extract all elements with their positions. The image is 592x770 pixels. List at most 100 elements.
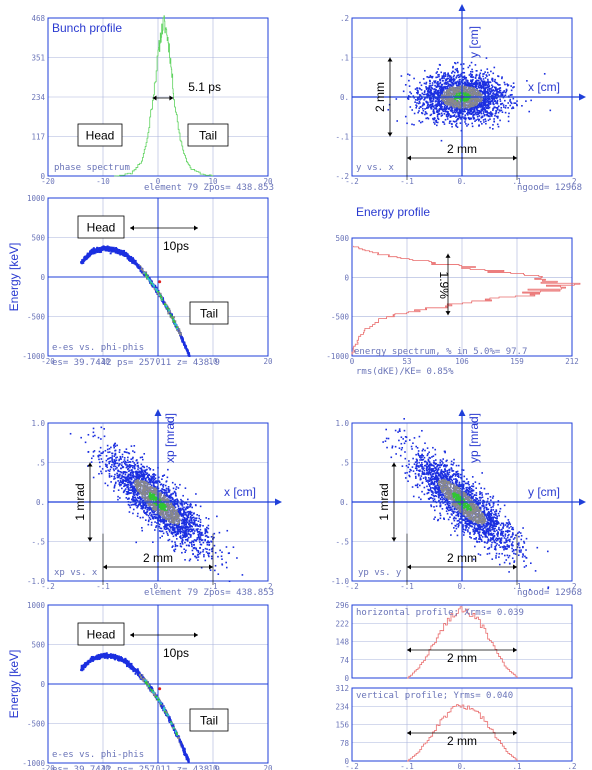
particle-point	[464, 118, 467, 121]
particle-point	[455, 124, 457, 126]
particle-core-point	[471, 105, 474, 108]
particle-point	[485, 83, 488, 85]
particle-point	[163, 474, 166, 476]
particle-point	[493, 100, 496, 102]
particle-core-point	[473, 97, 475, 99]
y-tick-label: 500	[31, 234, 45, 243]
particle-point	[435, 121, 437, 123]
particle-point	[419, 81, 421, 84]
particle-point	[477, 118, 479, 121]
particle-core-point	[445, 101, 448, 104]
particle-point	[486, 97, 489, 100]
particle-point	[441, 91, 444, 93]
particle-core-point	[458, 107, 461, 109]
particle-point	[162, 301, 165, 304]
particle-point	[130, 471, 133, 473]
particle-point	[112, 246, 115, 249]
particle-point	[491, 98, 494, 101]
particle-point	[422, 109, 425, 112]
particle-core-point	[452, 100, 454, 102]
particle-dense-point	[174, 323, 177, 325]
particle-point	[160, 530, 162, 533]
particle-core-point	[477, 93, 479, 96]
particle-point	[140, 268, 143, 271]
particle-point	[485, 81, 488, 84]
particle-point	[132, 259, 135, 262]
particle-dense-point	[466, 99, 468, 102]
particle-core-point	[464, 104, 467, 106]
particle-core-point	[453, 90, 455, 92]
particle-point	[504, 111, 507, 114]
particle-point	[186, 351, 189, 354]
particle-core-point	[468, 104, 471, 106]
particle-point	[80, 261, 83, 264]
particle-core-point	[475, 95, 477, 98]
particle-core-point	[480, 94, 483, 96]
particle-point	[439, 91, 442, 93]
particle-point	[446, 113, 449, 116]
particle-point	[453, 111, 456, 113]
particle-point	[173, 316, 176, 319]
particle-core-point	[468, 92, 470, 94]
particle-point	[129, 258, 132, 261]
particle-point	[149, 468, 151, 471]
x-tick-label: -.1	[400, 177, 414, 186]
particle-point	[100, 250, 103, 253]
particle-dense-point	[459, 92, 462, 94]
particle-point	[440, 86, 443, 88]
particle-point	[431, 97, 433, 100]
particle-point	[495, 109, 497, 112]
particle-point	[483, 89, 486, 92]
particle-point	[455, 125, 458, 127]
particle-core-point	[477, 97, 479, 99]
particle-point	[179, 508, 182, 511]
y-tick-label: 117	[31, 133, 45, 142]
particle-point	[436, 83, 439, 85]
particle-dense-point	[175, 324, 177, 326]
particle-point	[104, 249, 107, 252]
particle-point	[458, 80, 461, 83]
particle-point	[482, 84, 485, 86]
particle-point	[484, 110, 487, 113]
particle-core-point	[444, 101, 446, 103]
particle-core-point	[454, 90, 457, 93]
particle-point	[124, 479, 127, 482]
particle-core-point	[443, 93, 446, 95]
x-tick-label: .2	[567, 177, 576, 186]
particle-point	[117, 249, 120, 252]
particle-point	[465, 108, 468, 110]
particle-point	[493, 118, 495, 120]
x-tick-label: -10	[96, 357, 110, 366]
particle-point	[465, 84, 468, 87]
arrow-head	[169, 95, 174, 101]
particle-point	[452, 83, 454, 85]
particle-point	[424, 90, 426, 92]
particle-core-point	[465, 87, 467, 90]
particle-point	[116, 472, 118, 475]
particle-point	[444, 81, 447, 83]
particle-point	[463, 110, 465, 113]
particle-point	[409, 106, 412, 108]
particle-core-point	[463, 88, 465, 90]
particle-point	[525, 100, 527, 102]
particle-core-point	[474, 89, 476, 91]
y-axis-label: y [cm]	[467, 26, 481, 58]
particle-point	[447, 74, 450, 76]
particle-point	[156, 513, 158, 516]
particle-point	[180, 336, 183, 339]
particle-point	[422, 104, 424, 106]
particle-core-point	[446, 104, 448, 106]
particle-core-point	[448, 93, 450, 96]
particle-point	[476, 111, 479, 114]
particle-point	[429, 82, 431, 85]
particle-point	[442, 102, 444, 105]
particle-core-point	[474, 99, 476, 102]
particle-core-point	[476, 98, 479, 101]
particle-core-point	[441, 100, 444, 102]
particle-point	[156, 482, 158, 484]
particle-point	[440, 94, 442, 96]
particle-core-point	[474, 98, 477, 100]
particle-point	[505, 104, 507, 107]
particle-point	[488, 102, 491, 105]
particle-point	[431, 93, 434, 95]
